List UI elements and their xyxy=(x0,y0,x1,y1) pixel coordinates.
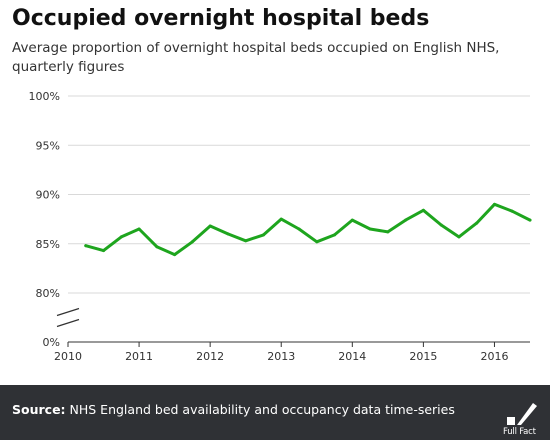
source-label: Source: xyxy=(12,402,66,417)
x-axis: 2010 2011 2012 2013 2014 2015 2016 xyxy=(54,341,530,363)
data-point xyxy=(492,202,496,206)
data-point xyxy=(386,230,390,234)
data-point xyxy=(279,217,283,221)
chart-title: Occupied overnight hospital beds xyxy=(12,6,430,31)
data-point xyxy=(84,244,88,248)
full-fact-logo: Full Fact xyxy=(503,397,545,437)
data-point xyxy=(368,227,372,231)
data-point xyxy=(226,232,230,236)
data-point xyxy=(439,223,443,227)
y-axis-labels: 0% 80% 85% 90% 95% 100% xyxy=(29,90,60,349)
data-point xyxy=(190,240,194,244)
data-point xyxy=(475,221,479,225)
grid-lines xyxy=(68,95,530,343)
source-text: NHS England bed availability and occupan… xyxy=(65,402,455,417)
data-point xyxy=(297,227,301,231)
data-point xyxy=(333,233,337,237)
y-tick-label: 90% xyxy=(36,189,60,202)
series-layer xyxy=(84,202,532,257)
axis-break xyxy=(54,307,82,328)
full-fact-brand-text: Full Fact xyxy=(503,427,536,437)
y-tick-label: 80% xyxy=(36,287,60,300)
data-point xyxy=(137,227,141,231)
line-chart: 0%80%85%90%95%100% 2010 2011 2012 2013 2014 2… xyxy=(29,90,532,363)
logo-mark-icon xyxy=(507,403,537,425)
axis-break-mark-lower xyxy=(56,318,80,328)
x-tick-label: 2012 xyxy=(196,350,224,363)
data-point xyxy=(510,209,514,213)
data-point xyxy=(173,253,177,257)
footer-bar: Source: NHS England bed availability and… xyxy=(0,385,550,440)
y-tick-label: 95% xyxy=(36,139,60,152)
y-tick-label: 100% xyxy=(29,90,60,103)
data-point xyxy=(208,224,212,228)
x-tick-label: 2010 xyxy=(54,350,82,363)
data-point xyxy=(421,208,425,212)
axis-break-gap xyxy=(54,308,82,327)
data-point xyxy=(261,233,265,237)
series-line-0 xyxy=(84,202,532,257)
y-tick-label: 85% xyxy=(36,238,60,251)
x-tick-label: 2014 xyxy=(338,350,366,363)
data-point xyxy=(155,245,159,249)
x-tick-label: 2013 xyxy=(267,350,295,363)
data-point xyxy=(315,240,319,244)
data-point xyxy=(457,235,461,239)
y-tick-label: 0% xyxy=(43,336,60,349)
data-point xyxy=(528,218,532,222)
source-note: Source: NHS England bed availability and… xyxy=(12,402,455,417)
data-point xyxy=(350,218,354,222)
data-point xyxy=(244,239,248,243)
data-point xyxy=(119,235,123,239)
data-point xyxy=(404,218,408,222)
x-tick-label: 2015 xyxy=(409,350,437,363)
axis-break-mark-upper xyxy=(56,307,80,317)
data-point xyxy=(102,249,106,253)
x-tick-label: 2016 xyxy=(480,350,508,363)
chart-subtitle: Average proportion of overnight hospital… xyxy=(12,40,500,75)
x-tick-label: 2011 xyxy=(125,350,153,363)
